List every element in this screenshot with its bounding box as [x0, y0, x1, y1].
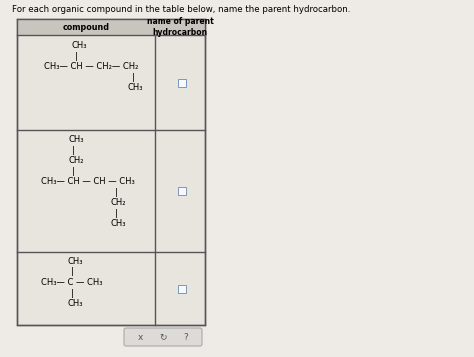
Text: CH₃— C — CH₃: CH₃— C — CH₃ [41, 278, 102, 287]
Bar [178, 187, 186, 195]
Text: |: | [71, 267, 74, 277]
Text: ?: ? [183, 332, 188, 342]
Text: CH₃— CH — CH₂— CH₂: CH₃— CH — CH₂— CH₂ [44, 62, 138, 71]
Text: |: | [72, 166, 75, 176]
Text: CH₃: CH₃ [68, 257, 83, 266]
Text: x: x [137, 332, 143, 342]
Text: CH₂: CH₂ [69, 156, 84, 165]
Text: CH₃: CH₃ [68, 299, 83, 308]
Text: ↻: ↻ [159, 332, 167, 342]
Bar [17, 19, 205, 325]
Text: compound: compound [63, 22, 109, 31]
Bar [178, 285, 186, 292]
Text: For each organic compound in the table below, name the parent hydrocarbon.: For each organic compound in the table b… [12, 5, 350, 14]
Text: |: | [115, 187, 118, 196]
Text: |: | [115, 208, 118, 217]
Bar [17, 19, 205, 35]
FancyBboxPatch shape [124, 328, 202, 346]
Text: CH₃— CH — CH — CH₃: CH₃— CH — CH — CH₃ [41, 177, 135, 186]
Text: |: | [75, 51, 78, 60]
Text: CH₃: CH₃ [111, 219, 127, 228]
Bar [178, 79, 186, 86]
Text: name of parent
hydrocarbon: name of parent hydrocarbon [146, 17, 213, 37]
Text: CH₃: CH₃ [72, 41, 88, 50]
Text: |: | [72, 146, 75, 155]
Text: |: | [71, 288, 74, 297]
Text: CH₃: CH₃ [128, 83, 144, 92]
Text: CH₂: CH₂ [111, 198, 127, 207]
Text: |: | [132, 72, 135, 81]
Text: CH₃: CH₃ [69, 135, 84, 144]
